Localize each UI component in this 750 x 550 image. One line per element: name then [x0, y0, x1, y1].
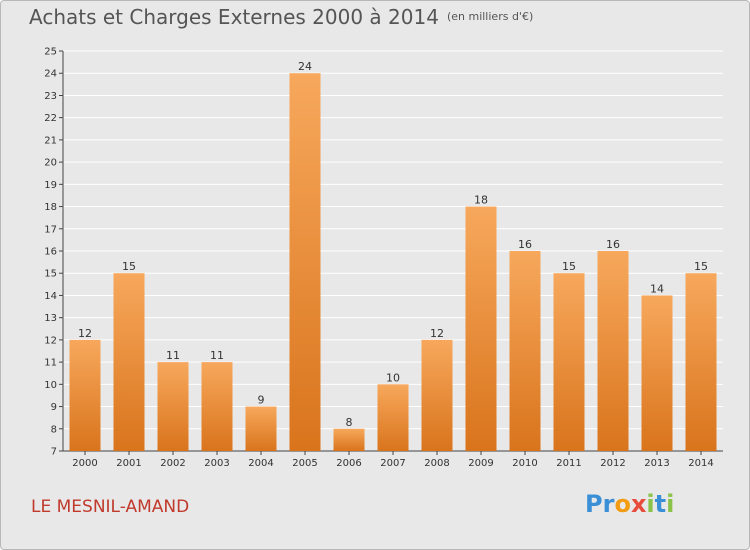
- data-label: 8: [346, 416, 353, 429]
- x-tick-label: 2009: [468, 458, 493, 469]
- y-tick-label: 11: [44, 358, 57, 369]
- bar[interactable]: [465, 206, 497, 451]
- y-tick-label: 25: [44, 47, 57, 58]
- x-tick-label: 2010: [512, 458, 537, 469]
- logo-letter: x: [630, 490, 647, 518]
- y-tick-label: 14: [44, 291, 57, 302]
- y-tick-label: 22: [44, 113, 57, 124]
- bar[interactable]: [509, 251, 541, 451]
- logo-letter: i: [646, 490, 655, 518]
- logo-letter: o: [614, 490, 631, 518]
- x-tick-label: 2005: [292, 458, 317, 469]
- data-label: 16: [518, 238, 532, 251]
- bar[interactable]: [245, 406, 277, 451]
- logo-letter: r: [602, 490, 615, 518]
- data-label: 15: [562, 260, 576, 273]
- bar[interactable]: [69, 339, 101, 451]
- bar[interactable]: [421, 339, 453, 451]
- data-label: 15: [694, 260, 708, 273]
- bar[interactable]: [553, 273, 585, 451]
- bar[interactable]: [157, 362, 189, 451]
- chart-unit: (en milliers d'€): [446, 10, 534, 23]
- x-tick-label: 2012: [600, 458, 625, 469]
- x-tick-label: 2011: [556, 458, 581, 469]
- data-label: 14: [650, 282, 664, 295]
- logo-letter: t: [654, 490, 667, 518]
- data-label: 9: [258, 394, 265, 407]
- y-tick-label: 13: [44, 313, 57, 324]
- y-tick-label: 8: [51, 424, 57, 435]
- x-tick-label: 2002: [160, 458, 185, 469]
- y-tick-label: 24: [44, 69, 57, 80]
- y-tick-label: 12: [44, 335, 57, 346]
- x-tick-label: 2013: [644, 458, 669, 469]
- chart-title-text: Achats et Charges Externes 2000 à 2014: [29, 5, 439, 29]
- y-tick-label: 18: [44, 202, 57, 213]
- x-tick-label: 2001: [116, 458, 141, 469]
- x-tick-label: 2000: [72, 458, 97, 469]
- data-label: 15: [122, 260, 136, 273]
- x-tick-label: 2007: [380, 458, 405, 469]
- proxiti-logo[interactable]: Proxiti: [585, 490, 674, 518]
- y-tick-label: 19: [44, 180, 57, 191]
- bar[interactable]: [333, 428, 365, 451]
- logo-letter: P: [585, 490, 603, 518]
- data-label: 16: [606, 238, 620, 251]
- data-label: 24: [298, 60, 312, 73]
- data-label: 11: [166, 349, 180, 362]
- y-tick-label: 21: [44, 135, 57, 146]
- logo-letter: i: [666, 490, 675, 518]
- x-tick-label: 2006: [336, 458, 361, 469]
- data-label: 12: [430, 327, 444, 340]
- bar[interactable]: [641, 295, 673, 451]
- bar[interactable]: [685, 273, 717, 451]
- y-tick-label: 23: [44, 91, 57, 102]
- data-label: 18: [474, 194, 488, 207]
- bar[interactable]: [201, 362, 233, 451]
- chart-title: Achats et Charges Externes 2000 à 2014 (e…: [29, 5, 533, 29]
- x-tick-label: 2014: [688, 458, 713, 469]
- bar[interactable]: [289, 73, 321, 451]
- y-tick-label: 15: [44, 269, 57, 280]
- data-label: 12: [78, 327, 92, 340]
- data-label: 11: [210, 349, 224, 362]
- data-label: 10: [386, 371, 400, 384]
- y-tick-label: 7: [51, 447, 57, 458]
- commune-name: LE MESNIL-AMAND: [31, 497, 190, 517]
- y-tick-label: 10: [44, 380, 57, 391]
- y-tick-label: 9: [51, 402, 57, 413]
- bar[interactable]: [113, 273, 145, 451]
- bar[interactable]: [597, 251, 629, 451]
- y-tick-label: 20: [44, 158, 57, 169]
- x-tick-label: 2008: [424, 458, 449, 469]
- x-tick-label: 2004: [248, 458, 273, 469]
- bar[interactable]: [377, 384, 409, 451]
- x-tick-label: 2003: [204, 458, 229, 469]
- y-tick-label: 16: [44, 247, 57, 258]
- y-tick-label: 17: [44, 224, 57, 235]
